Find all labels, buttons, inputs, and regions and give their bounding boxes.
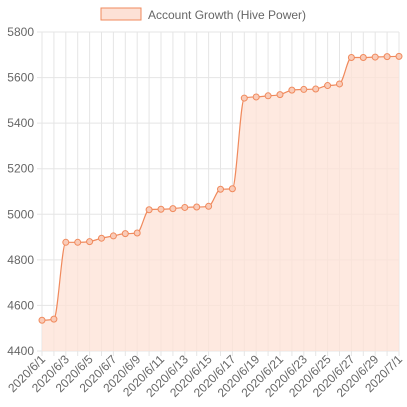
y-tick-label: 5400 (7, 116, 34, 130)
data-point-16[interactable] (228, 185, 236, 193)
data-point-26[interactable] (347, 54, 355, 62)
data-point-8[interactable] (133, 229, 141, 237)
legend-swatch[interactable] (100, 7, 142, 21)
data-point-25[interactable] (336, 80, 343, 88)
data-point-20[interactable] (276, 91, 284, 99)
data-point-19[interactable] (264, 92, 272, 100)
y-tick-label: 4400 (7, 344, 34, 358)
y-tick-label: 5600 (7, 71, 34, 85)
data-point-18[interactable] (252, 93, 260, 101)
series-points (38, 52, 403, 324)
data-point-21[interactable] (288, 86, 296, 94)
y-tick-label: 5000 (7, 207, 34, 221)
y-tick-label: 5200 (7, 162, 34, 176)
data-point-7[interactable] (121, 230, 129, 238)
data-point-12[interactable] (181, 203, 189, 211)
y-axis-ticks: 4400 4600 4800 5000 5200 5400 5600 5800 (7, 25, 34, 358)
x-axis-ticks: 2020/6/12020/6/32020/6/52020/6/72020/6/9… (5, 352, 405, 400)
data-point-30[interactable] (395, 52, 403, 60)
series-area (42, 56, 399, 352)
data-point-17[interactable] (240, 94, 248, 102)
data-point-0[interactable] (38, 316, 46, 324)
data-point-6[interactable] (109, 232, 117, 240)
data-point-1[interactable] (50, 315, 58, 323)
data-point-4[interactable] (86, 238, 94, 246)
data-point-9[interactable] (145, 206, 153, 214)
data-point-24[interactable] (324, 82, 332, 90)
y-tick-label: 5800 (7, 25, 34, 39)
data-point-11[interactable] (169, 205, 177, 213)
legend-label[interactable]: Account Growth (Hive Power) (148, 8, 306, 22)
data-point-22[interactable] (300, 85, 308, 93)
data-point-23[interactable] (312, 85, 320, 93)
y-tick-label: 4600 (7, 298, 34, 312)
data-point-3[interactable] (74, 238, 82, 246)
data-point-5[interactable] (98, 234, 105, 242)
data-point-13[interactable] (193, 203, 201, 211)
data-point-10[interactable] (157, 205, 165, 213)
data-point-29[interactable] (383, 53, 391, 61)
data-point-28[interactable] (371, 53, 379, 61)
y-tick-label: 4800 (7, 253, 34, 267)
data-point-14[interactable] (205, 202, 213, 210)
data-point-15[interactable] (217, 185, 224, 193)
legend[interactable]: Account Growth (Hive Power) (100, 7, 306, 22)
data-point-27[interactable] (359, 54, 367, 62)
data-point-2[interactable] (62, 238, 70, 246)
